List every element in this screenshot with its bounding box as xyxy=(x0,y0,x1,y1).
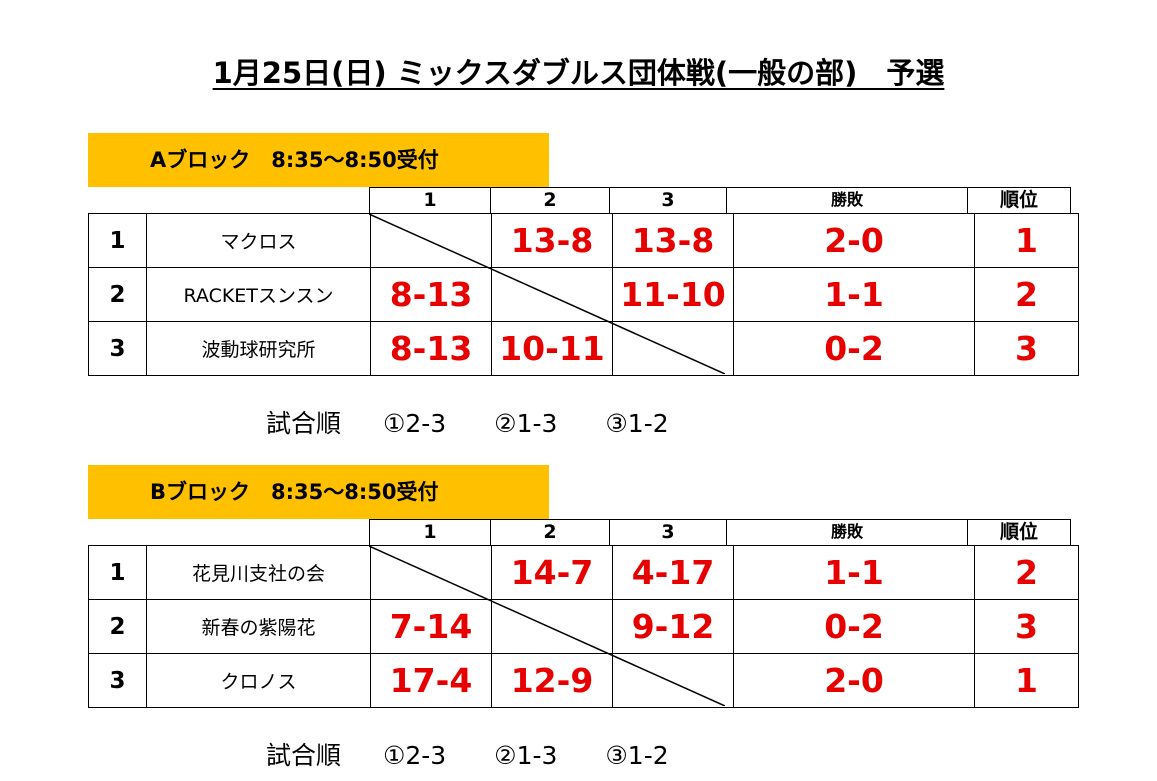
win-loss-cell: 1-1 xyxy=(733,545,975,600)
rank-cell: 1 xyxy=(974,213,1079,268)
col-header-2: 2 xyxy=(490,519,609,545)
team-number: 3 xyxy=(88,321,147,376)
table-row: 1 花見川支社の会 14-7 4-17 1-1 2 xyxy=(88,545,1079,600)
col-header-3: 3 xyxy=(609,187,726,213)
score-cell: 14-7 xyxy=(491,545,613,600)
table-row: 3 波動球研究所 8-13 10-11 0-2 3 xyxy=(88,321,1079,376)
score-cell: 11-10 xyxy=(612,267,734,322)
col-header-3: 3 xyxy=(609,519,726,545)
col-header-1: 1 xyxy=(369,187,490,213)
match-order-item: ②1-3 xyxy=(494,741,558,770)
team-name: 花見川支社の会 xyxy=(146,545,371,600)
score-cell-empty xyxy=(370,213,492,268)
team-name: 新春の紫陽花 xyxy=(146,599,371,654)
col-header-2: 2 xyxy=(490,187,609,213)
team-number: 1 xyxy=(88,545,147,600)
rank-cell: 2 xyxy=(974,267,1079,322)
block-label: Aブロック 8:35～8:50受付 xyxy=(88,133,549,187)
table-row: 2 新春の紫陽花 7-14 9-12 0-2 3 xyxy=(88,599,1079,654)
score-cell-empty xyxy=(612,653,734,708)
team-name: 波動球研究所 xyxy=(146,321,371,376)
match-order-item: ②1-3 xyxy=(494,409,558,438)
team-number: 2 xyxy=(88,599,147,654)
win-loss-cell: 0-2 xyxy=(733,599,975,654)
table-row: 3 クロノス 17-4 12-9 2-0 1 xyxy=(88,653,1079,708)
rank-cell: 3 xyxy=(974,321,1079,376)
score-cell: 8-13 xyxy=(370,321,492,376)
score-cell-empty xyxy=(491,267,613,322)
score-cell: 10-11 xyxy=(491,321,613,376)
match-order-label: 試合順 xyxy=(266,409,342,438)
col-header-rank: 順位 xyxy=(967,519,1071,545)
results-grid: 1 マクロス 13-8 13-8 2-0 1 2 RACKETスンスン 8-13… xyxy=(88,213,1079,376)
match-order-item: ①2-3 xyxy=(382,409,447,438)
table-row: 1 マクロス 13-8 13-8 2-0 1 xyxy=(88,213,1079,268)
score-cell: 17-4 xyxy=(370,653,492,708)
match-order-label: 試合順 xyxy=(266,741,342,770)
team-number: 1 xyxy=(88,213,147,268)
team-number: 3 xyxy=(88,653,147,708)
win-loss-cell: 2-0 xyxy=(733,213,975,268)
score-cell: 13-8 xyxy=(491,213,613,268)
win-loss-cell: 2-0 xyxy=(733,653,975,708)
results-grid: 1 花見川支社の会 14-7 4-17 1-1 2 2 新春の紫陽花 7-14 … xyxy=(88,545,1079,708)
col-header-rank: 順位 xyxy=(967,187,1071,213)
col-header-win-loss: 勝敗 xyxy=(726,519,967,545)
score-cell-empty xyxy=(491,599,613,654)
match-order-item: ①2-3 xyxy=(382,741,447,770)
team-name: クロノス xyxy=(146,653,371,708)
score-cell-empty xyxy=(370,545,492,600)
match-order: 試合順 ①2-3 ②1-3 ③1-2 xyxy=(266,404,669,440)
block-label: Bブロック 8:35～8:50受付 xyxy=(88,465,549,519)
score-cell: 7-14 xyxy=(370,599,492,654)
rank-cell: 1 xyxy=(974,653,1079,708)
win-loss-cell: 1-1 xyxy=(733,267,975,322)
page-title: 1月25日(日) ミックスダブルス団体戦(一般の部) 予選 xyxy=(212,56,945,90)
col-header-1: 1 xyxy=(369,519,490,545)
table-row: 2 RACKETスンスン 8-13 11-10 1-1 2 xyxy=(88,267,1079,322)
score-cell: 4-17 xyxy=(612,545,734,600)
match-order-item: ③1-2 xyxy=(605,741,669,770)
block-b: Bブロック 8:35～8:50受付 1 2 3 勝敗 順位 1 花見川支社の会 … xyxy=(0,465,1157,780)
score-cell: 12-9 xyxy=(491,653,613,708)
score-cell: 13-8 xyxy=(612,213,734,268)
block-a: Aブロック 8:35～8:50受付 1 2 3 勝敗 順位 1 マクロス 13-… xyxy=(0,133,1157,448)
team-name: マクロス xyxy=(146,213,371,268)
team-name: RACKETスンスン xyxy=(146,267,371,322)
score-cell: 9-12 xyxy=(612,599,734,654)
score-cell: 8-13 xyxy=(370,267,492,322)
win-loss-cell: 0-2 xyxy=(733,321,975,376)
col-header-win-loss: 勝敗 xyxy=(726,187,967,213)
match-order: 試合順 ①2-3 ②1-3 ③1-2 xyxy=(266,736,669,772)
team-number: 2 xyxy=(88,267,147,322)
score-cell-empty xyxy=(612,321,734,376)
match-order-item: ③1-2 xyxy=(605,409,669,438)
rank-cell: 3 xyxy=(974,599,1079,654)
rank-cell: 2 xyxy=(974,545,1079,600)
